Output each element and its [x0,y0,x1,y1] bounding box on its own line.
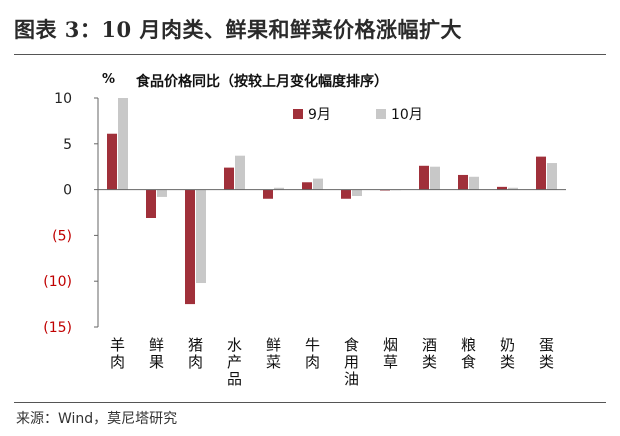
bar-sep-酒类 [419,165,429,190]
x-tick-label: 水产品 [227,336,242,388]
bar-sep-鲜菜 [263,189,273,199]
source-rule [14,402,606,403]
y-tick-label: (5) [52,228,72,244]
bar-oct-食用油 [352,189,362,197]
x-tick-label: 粮食 [461,336,476,371]
x-tick-label: 蛋类 [539,336,554,371]
x-tick-label: 食用油 [344,336,359,388]
chart-title: 食品价格同比（按较上月变化幅度排序） [136,73,388,90]
y-tick-label: (15) [43,320,72,336]
bar-oct-奶类 [508,187,518,190]
figure-title: 图表 3：10 月肉类、鲜果和鲜菜价格涨幅扩大 [14,17,462,42]
bar-sep-牛肉 [302,182,312,190]
legend-swatch [293,109,303,119]
legend-label: 10月 [391,107,423,123]
x-tick-label: 酒类 [422,336,437,371]
y-unit-label: % [102,72,115,87]
legend: 9月 10月 [293,107,423,123]
bar-sep-猪肉 [185,189,195,305]
bar-oct-粮食 [469,176,479,190]
y-tick-label: (10) [43,274,72,290]
bar-oct-鲜果 [157,189,167,197]
bar-sep-食用油 [341,189,351,199]
y-tick-label: 0 [63,183,72,199]
x-tick-label: 烟草 [383,336,398,371]
bar-sep-蛋类 [536,156,546,190]
x-tick-label: 牛肉 [305,336,320,371]
bar-oct-酒类 [430,166,440,190]
bar-sep-粮食 [458,174,468,190]
bar-oct-羊肉 [118,98,128,190]
legend-label: 9月 [308,107,331,123]
x-tick-label: 猪肉 [188,336,203,371]
title-rule [14,54,606,55]
legend-swatch [376,109,386,119]
bar-sep-鲜果 [146,189,156,218]
bar-sep-奶类 [497,186,507,190]
y-tick-label: 5 [63,137,72,153]
x-tick-label: 鲜菜 [266,336,281,371]
source-note: 来源：Wind，莫尼塔研究 [16,411,178,427]
y-axis: 10 5 0 (5) (10) (15) [43,91,99,336]
bar-oct-蛋类 [547,163,557,190]
x-tick-label: 羊肉 [110,336,125,371]
bar-sep-羊肉 [107,133,117,190]
bar-oct-牛肉 [313,178,323,190]
bar-oct-猪肉 [196,189,206,284]
bar-sep-水产品 [224,167,234,190]
x-tick-label: 鲜果 [149,336,164,371]
y-tick-label: 10 [54,91,72,107]
bars [107,98,557,305]
bar-oct-鲜菜 [274,187,284,190]
x-tick-label: 奶类 [500,336,515,371]
bar-oct-水产品 [235,155,245,190]
